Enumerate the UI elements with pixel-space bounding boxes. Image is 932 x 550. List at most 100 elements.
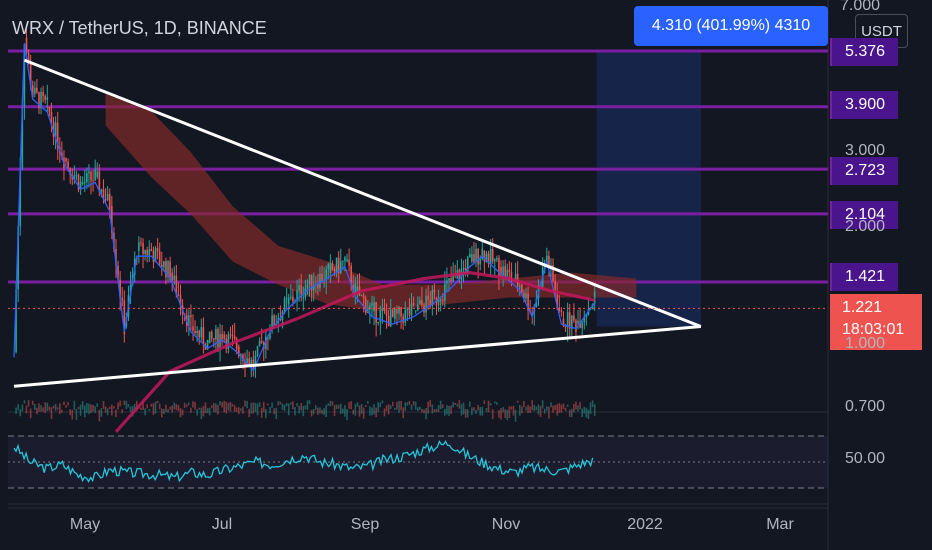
candle-body xyxy=(506,269,509,277)
volume-bar xyxy=(385,405,388,411)
candle-body xyxy=(383,308,386,311)
volume-bar xyxy=(410,404,413,411)
candle-body xyxy=(279,318,282,321)
candle-body xyxy=(570,315,573,329)
candle-body xyxy=(302,297,305,299)
candle-body xyxy=(206,339,209,350)
candle-body xyxy=(123,300,126,335)
candle-body xyxy=(356,286,359,291)
volume-bar xyxy=(327,403,330,406)
current-price-tag: 1.221 18:03:01 xyxy=(830,294,922,350)
candle-body xyxy=(25,37,28,53)
candle-body xyxy=(391,309,394,317)
volume-bar xyxy=(46,402,49,411)
volume-bar xyxy=(258,402,261,407)
volume-bar xyxy=(585,407,588,418)
price-tag-level: 1.421 xyxy=(830,263,898,291)
volume-bar xyxy=(127,404,130,408)
candle-body xyxy=(167,261,169,278)
volume-bar xyxy=(493,401,496,404)
volume-bar xyxy=(113,406,115,409)
candle-body xyxy=(165,261,167,278)
volume-bar xyxy=(354,404,357,416)
candle-body xyxy=(414,310,417,312)
x-tick-label: 2022 xyxy=(627,516,663,533)
candle-body xyxy=(237,346,240,357)
volume-bar xyxy=(194,402,196,410)
volume-bar xyxy=(362,407,365,419)
volume-bar xyxy=(219,401,221,406)
ichimoku-cloud xyxy=(105,93,637,312)
candle-body xyxy=(342,260,344,262)
volume-bar xyxy=(381,400,384,404)
candle-body xyxy=(385,310,388,316)
volume-bar xyxy=(396,401,398,410)
volume-bar xyxy=(310,409,313,417)
candle-body xyxy=(381,308,384,311)
candle-body xyxy=(287,297,290,305)
candle-body xyxy=(300,285,303,298)
volume-bar xyxy=(210,405,213,409)
volume-bar xyxy=(306,400,309,410)
volume-bar xyxy=(466,409,469,418)
volume-bar xyxy=(543,408,546,414)
measure-badge: 4.310 (401.99%) 4310 xyxy=(634,6,828,46)
volume-bar xyxy=(27,400,30,407)
volume-bar xyxy=(510,406,513,410)
candle-body xyxy=(92,180,94,182)
candle-body xyxy=(171,272,173,280)
volume-bar xyxy=(198,407,201,410)
candle-body xyxy=(111,206,113,233)
volume-bar xyxy=(562,403,565,409)
volume-bar xyxy=(404,402,407,411)
volume-bar xyxy=(140,407,142,411)
candle-body xyxy=(402,316,405,323)
candle-body xyxy=(100,189,103,192)
volume-bar xyxy=(58,403,61,415)
volume-bar xyxy=(435,408,438,412)
volume-bar xyxy=(335,404,338,410)
volume-bar xyxy=(173,402,176,410)
candle-body xyxy=(562,318,565,326)
volume-bar xyxy=(42,407,44,412)
volume-bar xyxy=(71,409,74,420)
volume-bar xyxy=(587,409,590,420)
volume-bar xyxy=(439,400,442,410)
symbol-title[interactable]: WRX / TetherUS, 1D, BINANCE xyxy=(12,18,267,38)
candle-body xyxy=(398,307,400,314)
candle-body xyxy=(56,122,59,147)
candle-body xyxy=(321,273,323,282)
volume-bar xyxy=(358,405,361,417)
volume-bar xyxy=(344,405,346,417)
volume-bar xyxy=(429,400,432,407)
candle-body xyxy=(371,303,373,306)
candle-body xyxy=(231,334,234,337)
candle-body xyxy=(396,309,398,314)
bar-countdown: 18:03:01 xyxy=(842,321,905,338)
volume-bar xyxy=(61,409,63,413)
candle-body xyxy=(518,286,521,288)
volume-bar xyxy=(471,407,473,416)
volume-bar xyxy=(171,405,173,413)
candle-body xyxy=(94,169,96,181)
volume-bar xyxy=(491,409,494,419)
candle-body xyxy=(196,330,198,334)
candle-body xyxy=(215,329,217,340)
candle-body xyxy=(566,312,569,328)
candle-body xyxy=(140,242,142,244)
candle-body xyxy=(246,358,248,365)
candle-body xyxy=(144,250,146,255)
candle-body xyxy=(179,295,182,306)
candle-body xyxy=(493,259,496,262)
volume-bar xyxy=(570,408,573,418)
candle-body xyxy=(485,253,488,262)
volume-bar xyxy=(444,408,446,416)
candle-body xyxy=(593,291,596,304)
volume-bar xyxy=(181,409,184,416)
volume-bar xyxy=(265,409,267,419)
volume-bar xyxy=(240,408,242,411)
volume-bar xyxy=(373,404,375,415)
candle-body xyxy=(217,329,219,348)
volume-bar xyxy=(527,404,529,414)
